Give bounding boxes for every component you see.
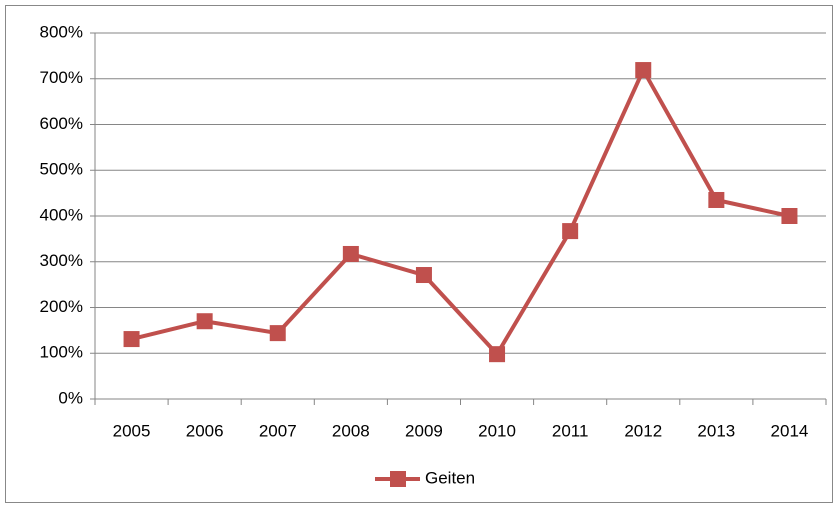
data-marker: [415, 267, 432, 284]
x-tick-label: 2006: [186, 421, 224, 440]
y-tick-label: 700%: [40, 68, 83, 87]
y-tick-label: 800%: [40, 22, 83, 41]
data-marker: [781, 208, 798, 224]
x-tick-label: 2009: [405, 421, 443, 440]
data-marker: [489, 346, 506, 363]
y-tick-label: 500%: [40, 160, 83, 179]
x-tick-label: 2010: [478, 421, 516, 440]
chart-border: [5, 5, 833, 503]
y-tick-label: 200%: [40, 297, 83, 316]
series-line: [131, 68, 790, 357]
data-marker: [562, 223, 579, 240]
data-marker: [269, 325, 286, 342]
y-tick-label: 100%: [40, 343, 83, 362]
y-tick-label: 300%: [40, 251, 83, 270]
legend-label: Geiten: [425, 468, 475, 487]
data-marker: [635, 62, 652, 79]
x-tick-label: 2008: [332, 421, 370, 440]
legend-marker: [390, 471, 406, 487]
data-marker: [708, 191, 725, 208]
data-marker: [342, 245, 359, 262]
x-tick-label: 2013: [697, 421, 735, 440]
data-marker: [196, 313, 213, 330]
x-tick-label: 2005: [113, 421, 151, 440]
x-tick-label: 2014: [771, 421, 809, 440]
x-tick-label: 2012: [624, 421, 662, 440]
x-tick-label: 2007: [259, 421, 297, 440]
y-tick-label: 0%: [58, 388, 83, 407]
y-tick-label: 400%: [40, 205, 83, 224]
data-marker: [123, 331, 140, 348]
y-tick-label: 600%: [40, 114, 83, 133]
x-tick-label: 2011: [552, 421, 589, 440]
